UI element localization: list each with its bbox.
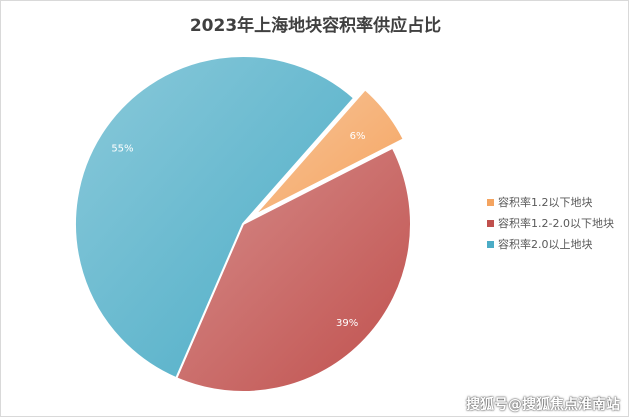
legend-swatch-high [487,241,494,248]
pie-slice-high [74,55,356,380]
pie-slice-mid [174,146,412,393]
chart-legend: 容积率1.2以下地块 容积率1.2-2.0以下地块 容积率2.0以上地块 [487,192,614,255]
pie-label-mid: 39% [336,318,358,329]
legend-swatch-mid [487,220,494,227]
watermark: 搜狐号@搜狐焦点淮南站 [466,397,620,413]
chart-title: 2023年上海地块容积率供应占比 [189,16,442,36]
pie-label-high: 55% [111,143,133,154]
pie-label-low: 6% [350,131,366,142]
legend-label-high: 容积率2.0以上地块 [498,238,593,251]
legend-swatch-low [487,199,494,206]
legend-item-low: 容积率1.2以下地块 [487,192,614,213]
legend-label-mid: 容积率1.2-2.0以下地块 [498,217,614,230]
legend-item-mid: 容积率1.2-2.0以下地块 [487,213,614,234]
legend-label-low: 容积率1.2以下地块 [498,196,593,209]
pie-slice-low [253,87,406,217]
legend-item-high: 容积率2.0以上地块 [487,234,614,255]
